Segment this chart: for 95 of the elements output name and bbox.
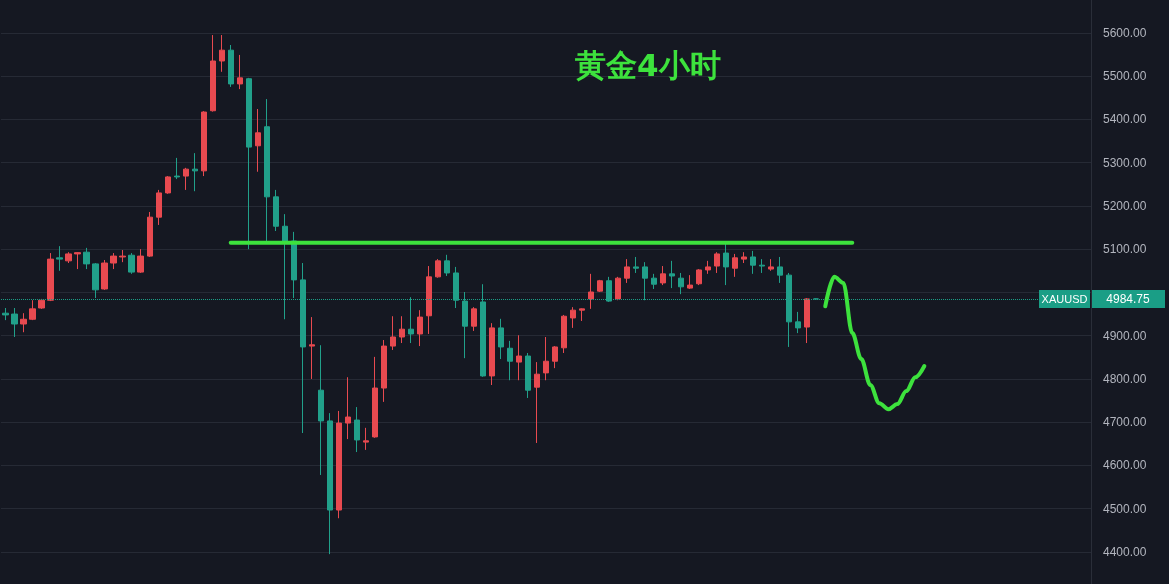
y-tick-label: 5400.00 xyxy=(1103,112,1147,127)
candlestick xyxy=(74,251,81,270)
candlestick xyxy=(201,110,207,177)
candlestick xyxy=(489,322,495,386)
y-tick-label: 5500.00 xyxy=(1103,69,1147,84)
candlestick xyxy=(309,316,315,380)
candlestick xyxy=(390,315,396,351)
candlestick xyxy=(264,98,270,242)
y-tick-label: 5600.00 xyxy=(1103,25,1147,40)
text: 4984.75 xyxy=(1106,292,1151,307)
candlestick xyxy=(552,345,558,369)
candlestick xyxy=(660,265,666,286)
candlestick xyxy=(525,352,531,399)
y-tick-label: 4900.00 xyxy=(1103,328,1147,343)
candlestick xyxy=(165,175,171,195)
candlestick xyxy=(678,272,684,295)
y-tick-label: 5200.00 xyxy=(1103,198,1147,213)
ref-line-label: XAUUSD xyxy=(1041,293,1088,306)
candlestick xyxy=(444,254,450,277)
candlestick xyxy=(273,189,279,232)
candlestick xyxy=(147,211,153,258)
candlestick xyxy=(228,44,234,88)
y-tick-label: 4400.00 xyxy=(1103,544,1147,559)
candlestick xyxy=(38,298,45,310)
y-tick-label: 4700.00 xyxy=(1103,415,1147,430)
candlestick xyxy=(336,410,342,519)
candlestick xyxy=(579,307,585,322)
candlestick xyxy=(219,34,225,73)
text: 黄金4小时 xyxy=(575,46,721,83)
line-series xyxy=(823,274,927,412)
candlestick xyxy=(237,54,243,90)
candlestick xyxy=(372,356,378,439)
candlestick xyxy=(119,249,126,263)
candlestick xyxy=(714,251,720,274)
candlestick xyxy=(561,314,567,354)
candlestick xyxy=(570,306,576,329)
candlestick xyxy=(687,274,693,290)
candlestick xyxy=(723,242,729,286)
candlestick xyxy=(11,307,18,338)
candlestick xyxy=(471,306,477,332)
candlestick xyxy=(498,318,504,360)
candlestick xyxy=(110,252,117,270)
y-tick-label: 4600.00 xyxy=(1103,458,1147,473)
y-tick-label: 4500.00 xyxy=(1103,501,1147,516)
candlestick xyxy=(804,297,810,344)
candlestick xyxy=(255,108,261,173)
candlestick xyxy=(516,334,522,381)
candlestick xyxy=(507,340,513,381)
candlestick xyxy=(426,265,432,335)
candlestick xyxy=(345,376,351,440)
y-tick-label: 4800.00 xyxy=(1103,371,1147,386)
candlestick xyxy=(192,152,198,192)
candlestick xyxy=(210,34,216,113)
candlestick xyxy=(795,311,801,334)
candlestick xyxy=(101,259,108,291)
candlestick xyxy=(354,406,360,453)
candlestick xyxy=(750,250,756,275)
candlestick xyxy=(633,256,639,274)
candlestick xyxy=(318,344,324,476)
candlestick xyxy=(435,258,441,279)
candlestick xyxy=(759,258,765,274)
candlestick xyxy=(534,361,540,444)
candlestick xyxy=(174,157,180,180)
candlestick xyxy=(732,253,738,278)
candlestick xyxy=(669,260,675,289)
candlestick xyxy=(417,309,423,347)
y-tick-label: 5300.00 xyxy=(1103,155,1147,170)
candlestick xyxy=(615,276,621,301)
candlestick xyxy=(47,252,54,302)
y-tick-label: 5100.00 xyxy=(1103,242,1147,257)
candlestick xyxy=(327,412,333,555)
candlestick xyxy=(363,427,369,451)
candlestick xyxy=(777,256,783,284)
candlestick xyxy=(651,273,657,290)
candlestick xyxy=(399,315,405,344)
candlestick xyxy=(56,245,63,272)
candlestick xyxy=(696,268,702,286)
candlestick xyxy=(588,273,594,310)
candlestick xyxy=(65,251,72,264)
candlestick xyxy=(20,312,27,333)
candlestick xyxy=(381,339,387,403)
candlestick xyxy=(83,247,90,270)
candlestick xyxy=(29,299,36,321)
candlestick xyxy=(246,77,252,250)
candlestick xyxy=(741,251,747,264)
candlestick xyxy=(2,307,9,321)
candlestick xyxy=(768,258,774,272)
candlestick xyxy=(183,167,189,191)
candlestick xyxy=(128,252,135,275)
candlestick xyxy=(137,248,144,274)
candlestick xyxy=(156,189,162,226)
candlestick xyxy=(705,260,711,275)
candlestick xyxy=(597,279,603,293)
candlestick xyxy=(624,258,630,284)
candlestick xyxy=(543,336,549,381)
